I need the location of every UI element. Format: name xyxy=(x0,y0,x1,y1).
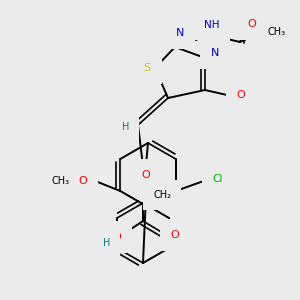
Text: H: H xyxy=(166,28,174,38)
Text: O: O xyxy=(142,170,150,180)
Text: CH₃: CH₃ xyxy=(268,27,286,37)
Text: Cl: Cl xyxy=(212,174,223,184)
Text: N: N xyxy=(176,28,184,38)
Text: O: O xyxy=(112,232,122,242)
Text: N: N xyxy=(211,48,219,58)
Text: O: O xyxy=(78,176,87,186)
Text: CH₂: CH₂ xyxy=(153,190,171,200)
Text: O: O xyxy=(171,230,179,240)
Text: NH: NH xyxy=(204,20,220,30)
Text: O: O xyxy=(237,90,245,100)
Text: S: S xyxy=(143,63,151,73)
Text: H: H xyxy=(103,238,111,248)
Text: H: H xyxy=(122,122,130,132)
Text: CH₃: CH₃ xyxy=(51,176,69,186)
Text: O: O xyxy=(248,19,256,29)
